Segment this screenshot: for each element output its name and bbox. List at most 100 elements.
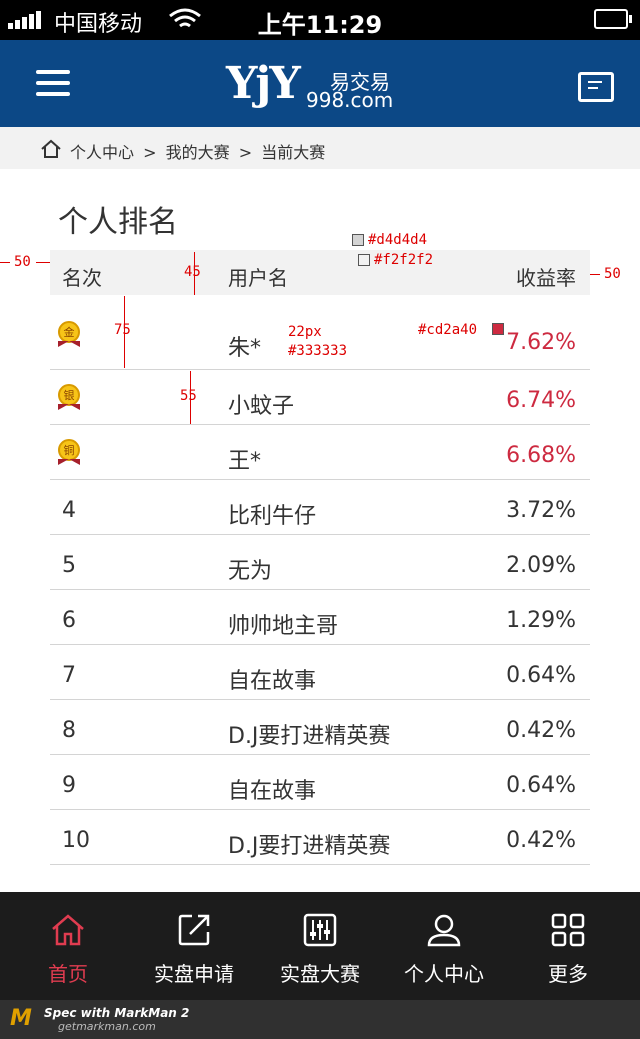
tab-label: 实盘申请 xyxy=(154,962,234,986)
username: D.J要打进精英赛 xyxy=(228,724,391,749)
return-rate: 7.62% xyxy=(506,330,576,355)
rank-value: 10 xyxy=(62,828,90,853)
medal-icon: 铜 xyxy=(58,439,82,469)
logo-url: 998.com xyxy=(306,88,394,112)
return-rate: 6.74% xyxy=(506,388,576,413)
return-rate: 1.29% xyxy=(506,608,576,633)
rank-value: 8 xyxy=(62,718,76,743)
annotation-line xyxy=(0,262,10,263)
sliders-icon xyxy=(303,913,337,947)
annotation-line xyxy=(124,296,125,368)
logo-cn: 易交易 xyxy=(330,70,390,94)
breadcrumb-current-contest: 当前大赛 xyxy=(261,143,326,162)
annotation-line xyxy=(590,274,600,275)
signal-icon xyxy=(8,10,43,29)
rank-value: 7 xyxy=(62,663,76,688)
tab-label: 实盘大赛 xyxy=(280,962,360,986)
table-row[interactable]: 6 帅帅地主哥 1.29% xyxy=(50,590,590,645)
table-row[interactable]: 5 无为 2.09% xyxy=(50,535,590,590)
user-icon xyxy=(427,914,461,947)
tab-live-contest[interactable]: 实盘大赛 xyxy=(256,892,384,1000)
return-rate: 0.42% xyxy=(506,718,576,743)
rank-value: 9 xyxy=(62,773,76,798)
ranking-table: 名次 用户名 收益率 金朱* 7.62% 银 小蚊子 6.74% 铜 王* 6.68% 4 比利牛… xyxy=(50,250,590,865)
username: 朱* xyxy=(228,336,262,361)
tab-label: 首页 xyxy=(48,962,88,986)
table-header: 名次 用户名 收益率 xyxy=(50,250,590,295)
username: 小蚊子 xyxy=(228,394,295,419)
breadcrumb-my-contest[interactable]: 我的大赛 xyxy=(165,143,230,162)
tab-label: 更多 xyxy=(548,962,588,986)
logo-mark: YjY xyxy=(226,58,301,109)
column-user: 用户名 xyxy=(228,266,288,290)
return-rate: 3.72% xyxy=(506,498,576,523)
medal-icon: 银 xyxy=(58,384,82,414)
home-icon xyxy=(52,914,84,946)
clock: 上午11:29 xyxy=(257,11,383,39)
markman-url: getmarkman.com xyxy=(58,1020,156,1033)
username: D.J要打进精英赛 xyxy=(228,834,391,859)
page-title: 个人排名 xyxy=(58,205,178,240)
swatch-header-bg xyxy=(358,254,370,266)
tab-home[interactable]: 首页 xyxy=(4,892,132,1000)
wifi-icon xyxy=(169,8,201,28)
breadcrumb-separator: > xyxy=(143,143,157,162)
battery-icon: ⚡ xyxy=(594,8,632,29)
return-rate: 6.68% xyxy=(506,443,576,468)
medal-icon: 金 xyxy=(58,321,82,351)
carrier-name: 中国移动 xyxy=(54,12,143,37)
annotation-font-color: #333333 xyxy=(288,343,348,359)
column-rank: 名次 xyxy=(62,266,102,290)
tab-live-apply[interactable]: 实盘申请 xyxy=(130,892,258,1000)
return-rate: 0.64% xyxy=(506,773,576,798)
markman-brand: Spec with MarkMan 2 xyxy=(44,1006,190,1020)
table-row[interactable]: 10 D.J要打进精英赛 0.42% xyxy=(50,810,590,865)
status-bar: 中国移动 上午11:29 ⚡ xyxy=(0,0,640,40)
annotation-rate-color: #cd2a40 xyxy=(418,322,478,338)
username: 自在故事 xyxy=(228,779,317,804)
tab-more[interactable]: 更多 xyxy=(504,892,632,1000)
username: 帅帅地主哥 xyxy=(228,614,339,639)
rank-value: 5 xyxy=(62,553,76,578)
annotation-row-height: 55 xyxy=(180,388,197,404)
logo: YjY 易交易 998.com xyxy=(226,58,393,112)
return-rate: 0.42% xyxy=(506,828,576,853)
column-rate: 收益率 xyxy=(516,266,576,290)
table-row[interactable]: 银 小蚊子 6.74% xyxy=(50,370,590,425)
breadcrumb: 个人中心 > 我的大赛 > 当前大赛 xyxy=(0,127,640,169)
annotation-border-color: #d4d4d4 xyxy=(368,232,428,248)
username: 无为 xyxy=(228,559,273,584)
table-row[interactable]: 8 D.J要打进精英赛 0.42% xyxy=(50,700,590,755)
annotation-top-row-height: 75 xyxy=(114,322,131,338)
table-row[interactable]: 9 自在故事 0.64% xyxy=(50,755,590,810)
annotation-line xyxy=(190,371,191,424)
annotation-font-spec: 22px xyxy=(288,324,322,340)
tab-bar: 首页 实盘申请 实盘大赛 个人中心 更多 xyxy=(0,892,640,1000)
rank-value: 6 xyxy=(62,608,76,633)
rank-value: 4 xyxy=(62,498,76,523)
return-rate: 2.09% xyxy=(506,553,576,578)
annotation-left-margin: 50 xyxy=(14,254,31,270)
table-row[interactable]: 4 比利牛仔 3.72% xyxy=(50,480,590,535)
username: 比利牛仔 xyxy=(228,504,317,529)
annotation-right-margin: 50 xyxy=(604,266,621,282)
app-header: YjY 易交易 998.com xyxy=(0,40,640,127)
markman-logo-icon: M xyxy=(10,1006,32,1031)
table-row[interactable]: 铜 王* 6.68% xyxy=(50,425,590,480)
annotation-line xyxy=(194,252,195,295)
table-row[interactable]: 7 自在故事 0.64% xyxy=(50,645,590,700)
breadcrumb-personal-center[interactable]: 个人中心 xyxy=(70,143,135,162)
markman-footer: M Spec with MarkMan 2 getmarkman.com xyxy=(0,1000,640,1039)
username: 自在故事 xyxy=(228,669,317,694)
annotation-line xyxy=(36,262,50,263)
swatch-border xyxy=(352,234,364,246)
home-icon[interactable] xyxy=(40,139,62,159)
external-link-icon xyxy=(178,914,210,946)
annotation-header-height: 45 xyxy=(184,264,201,280)
menu-button[interactable] xyxy=(36,70,70,96)
message-button[interactable] xyxy=(578,72,614,102)
swatch-rate xyxy=(492,323,504,335)
breadcrumb-separator: > xyxy=(238,143,253,162)
table-row[interactable]: 金朱* 7.62% xyxy=(50,295,590,370)
tab-personal-center[interactable]: 个人中心 xyxy=(380,892,508,1000)
